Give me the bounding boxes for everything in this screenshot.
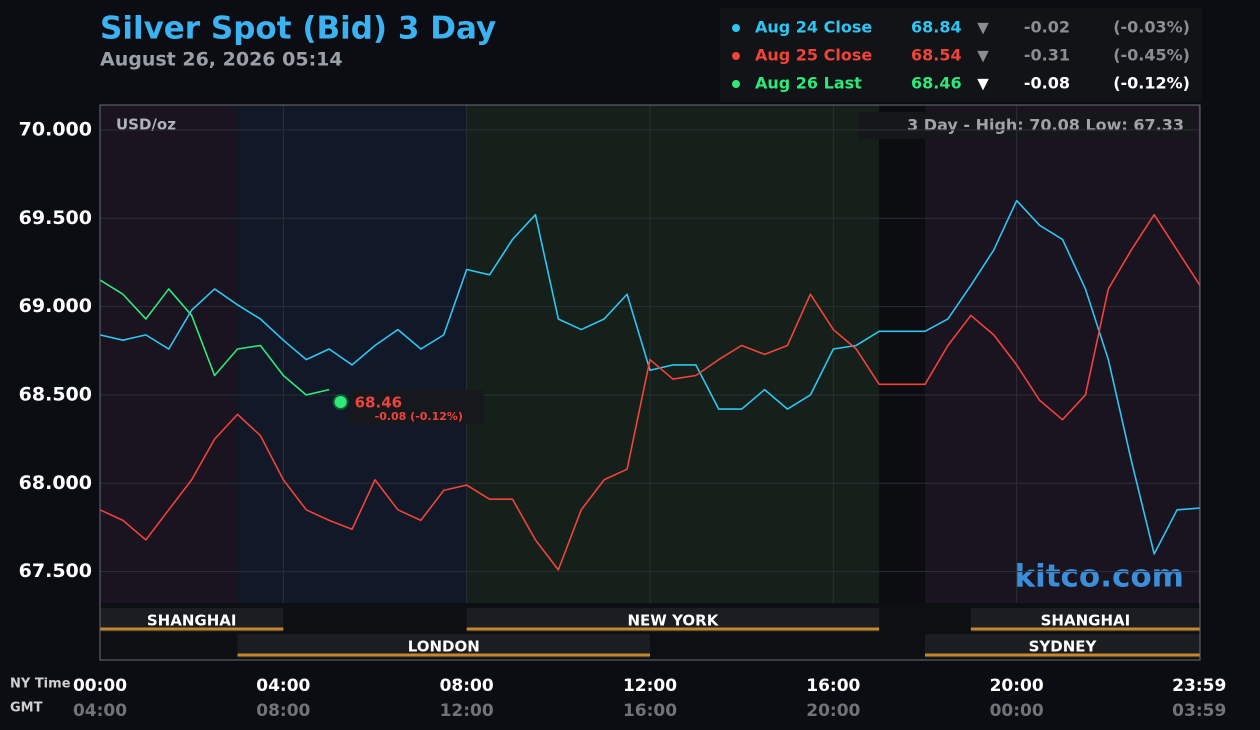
legend-name: Aug 26 Last xyxy=(755,74,862,93)
chart-title: Silver Spot (Bid) 3 Day xyxy=(100,11,496,47)
legend-last: 68.84 xyxy=(911,18,962,37)
x-tick-label: 16:00 xyxy=(806,676,860,696)
legend-change-pct: (-0.03%) xyxy=(1113,18,1190,37)
legend-dot xyxy=(732,80,740,88)
x2-tick-label: 00:00 xyxy=(990,701,1044,721)
legend-last: 68.54 xyxy=(911,46,962,65)
band xyxy=(925,105,1200,603)
legend-change: -0.08 xyxy=(1024,74,1070,93)
band xyxy=(100,105,237,603)
legend-arrow: ▼ xyxy=(977,75,989,93)
session-label: NEW YORK xyxy=(628,612,720,630)
series-line xyxy=(99,199,1201,555)
x-tick-label: 12:00 xyxy=(623,676,677,696)
x-tick-label: 23:59 xyxy=(1172,676,1226,696)
x-tick-label: 00:00 xyxy=(73,676,127,696)
y-tick-label: 70.000 xyxy=(19,118,92,140)
session-label: SHANGHAI xyxy=(147,612,237,630)
y-tick-label: 69.000 xyxy=(19,295,92,317)
legend-change-pct: (-0.12%) xyxy=(1113,74,1190,93)
annotation-value: 68.46 xyxy=(355,394,402,412)
annotation-text: -0.08 (-0.12%) xyxy=(375,410,463,423)
x2-tick-label: 16:00 xyxy=(623,701,677,721)
last-marker xyxy=(332,394,349,411)
range-box xyxy=(858,112,1192,139)
legend-box xyxy=(720,8,1202,102)
unit-label: USD/oz xyxy=(116,116,176,134)
series-line xyxy=(99,279,330,396)
x2-tick-label: 04:00 xyxy=(73,701,127,721)
x2-axis-label: GMT xyxy=(10,701,43,716)
legend-name: Aug 24 Close xyxy=(755,18,872,37)
legend-last: 68.46 xyxy=(911,74,962,93)
range-label: 3 Day - High: 70.08 Low: 67.33 xyxy=(907,116,1184,135)
legend-change: -0.31 xyxy=(1024,46,1070,65)
annotation-box xyxy=(348,390,484,425)
chart-subtitle: August 26, 2026 05:14 xyxy=(100,49,343,71)
x-tick-label: 08:00 xyxy=(440,676,494,696)
band xyxy=(237,105,466,603)
watermark: kitco.com xyxy=(1015,559,1185,595)
x2-tick-label: 03:59 xyxy=(1172,701,1226,721)
legend-arrow: ▼ xyxy=(977,47,989,65)
y-tick-label: 68.500 xyxy=(19,383,92,405)
x2-tick-label: 20:00 xyxy=(806,701,860,721)
legend-dot xyxy=(732,24,740,32)
legend-change-pct: (-0.45%) xyxy=(1113,46,1190,65)
x2-tick-label: 08:00 xyxy=(256,701,310,721)
band xyxy=(879,105,925,603)
legend-arrow: ▼ xyxy=(977,19,989,37)
session-label: LONDON xyxy=(408,638,480,656)
x2-tick-label: 12:00 xyxy=(440,701,494,721)
y-tick-label: 69.500 xyxy=(19,207,92,229)
band xyxy=(466,105,879,603)
x-tick-label: 04:00 xyxy=(256,676,310,696)
legend-dot xyxy=(732,52,740,60)
x-axis-label: NY Time xyxy=(10,677,71,692)
y-tick-label: 68.000 xyxy=(19,472,92,494)
session-label: SHANGHAI xyxy=(1041,612,1131,630)
series-line xyxy=(99,213,1201,571)
x-tick-label: 20:00 xyxy=(990,676,1044,696)
session-label: SYDNEY xyxy=(1029,638,1098,656)
plot-border xyxy=(99,104,1201,661)
y-tick-label: 67.500 xyxy=(19,560,92,582)
legend-name: Aug 25 Close xyxy=(755,46,872,65)
legend-change: -0.02 xyxy=(1024,18,1070,37)
